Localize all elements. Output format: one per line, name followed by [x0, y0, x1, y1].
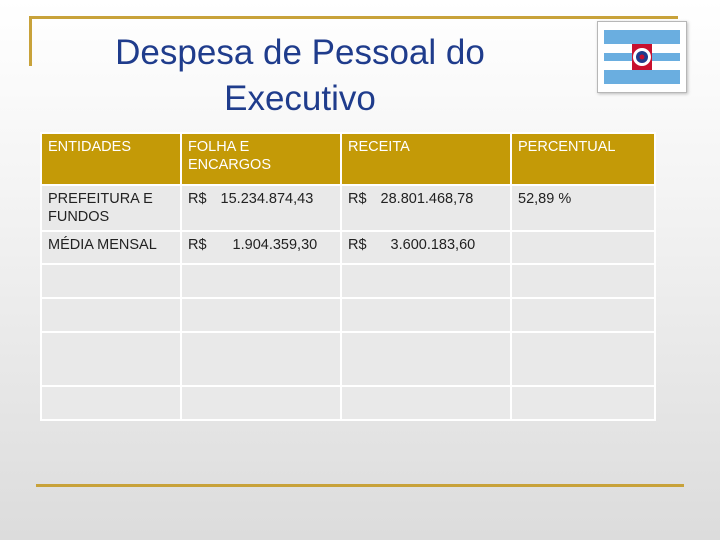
empty-cell — [40, 331, 182, 387]
receita-value: 3.600.183,60 — [390, 237, 476, 253]
currency-symbol: R$ — [188, 191, 207, 207]
cell-percentual — [510, 230, 656, 265]
empty-cell — [180, 297, 342, 333]
empty-cell — [180, 331, 342, 387]
table-row-empty — [40, 297, 656, 333]
table-row: MÉDIA MENSAL R$ 1.904.359,30 R$ 3.600.183,… — [40, 230, 656, 265]
decorative-bottom-rule — [36, 484, 684, 487]
slide-title: Despesa de Pessoal do Executivo — [60, 30, 540, 122]
cell-folha: R$ 15.234.874,43 — [180, 184, 342, 232]
decorative-left-bar — [29, 16, 32, 66]
table-row-empty — [40, 331, 656, 387]
slide-title-line-1: Despesa de Pessoal do — [115, 33, 485, 72]
table-header-row: ENTIDADES FOLHA E ENCARGOS RECEITA PERCE… — [40, 132, 656, 186]
empty-cell — [40, 385, 182, 421]
cell-receita: R$ 3.600.183,60 — [340, 230, 512, 265]
empty-cell — [40, 263, 182, 299]
table-row-empty — [40, 385, 656, 421]
cell-receita: R$ 28.801.468,78 — [340, 184, 512, 232]
flag-icon — [604, 30, 680, 84]
table-row: PREFEITURA E FUNDOS R$ 15.234.874,43 R$ 28… — [40, 184, 656, 232]
header-percentual: PERCENTUAL — [510, 132, 656, 186]
empty-cell — [510, 297, 656, 333]
empty-cell — [340, 263, 512, 299]
cell-entidade: PREFEITURA E FUNDOS — [40, 184, 182, 232]
empty-cell — [180, 385, 342, 421]
header-entidades: ENTIDADES — [40, 132, 182, 186]
decorative-top-bar — [32, 16, 678, 19]
empty-cell — [510, 331, 656, 387]
cell-entidade: MÉDIA MENSAL — [40, 230, 182, 265]
table-row-empty — [40, 263, 656, 299]
cell-folha: R$ 1.904.359,30 — [180, 230, 342, 265]
cell-percentual: 52,89 % — [510, 184, 656, 232]
empty-cell — [340, 385, 512, 421]
receita-value: 28.801.468,78 — [380, 191, 474, 207]
folha-value: 15.234.874,43 — [220, 191, 314, 207]
currency-symbol: R$ — [348, 237, 367, 253]
currency-symbol: R$ — [348, 191, 367, 207]
expense-table: ENTIDADES FOLHA E ENCARGOS RECEITA PERCE… — [40, 132, 656, 421]
header-folha-encargos: FOLHA E ENCARGOS — [180, 132, 342, 186]
empty-cell — [510, 385, 656, 421]
slide-title-line-2: Executivo — [224, 79, 376, 118]
empty-cell — [340, 331, 512, 387]
empty-cell — [510, 263, 656, 299]
folha-value: 1.904.359,30 — [232, 237, 318, 253]
empty-cell — [180, 263, 342, 299]
currency-symbol: R$ — [188, 237, 207, 253]
empty-cell — [40, 297, 182, 333]
empty-cell — [340, 297, 512, 333]
header-receita: RECEITA — [340, 132, 512, 186]
flag-frame — [597, 21, 687, 93]
